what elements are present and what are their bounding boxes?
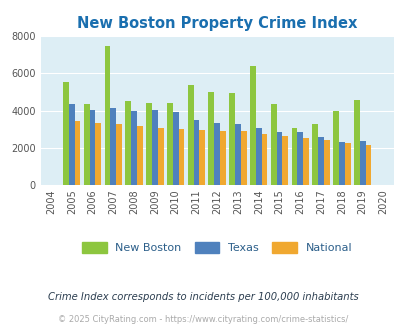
Bar xyxy=(323,140,329,185)
Bar xyxy=(214,123,220,185)
Bar xyxy=(199,130,205,185)
Bar xyxy=(146,103,151,185)
Bar xyxy=(104,46,110,185)
Bar xyxy=(344,143,350,185)
Bar xyxy=(240,131,246,185)
Bar xyxy=(172,113,178,185)
Bar xyxy=(75,121,80,185)
Bar xyxy=(255,128,261,185)
Bar xyxy=(276,132,282,185)
Bar xyxy=(229,93,234,185)
Bar xyxy=(158,128,163,185)
Legend: New Boston, Texas, National: New Boston, Texas, National xyxy=(77,238,356,258)
Bar xyxy=(297,132,303,185)
Bar xyxy=(131,111,136,185)
Bar xyxy=(166,104,172,185)
Bar xyxy=(338,142,344,185)
Bar xyxy=(311,123,318,185)
Bar xyxy=(249,66,255,185)
Bar xyxy=(90,110,95,185)
Text: Crime Index corresponds to incidents per 100,000 inhabitants: Crime Index corresponds to incidents per… xyxy=(47,292,358,302)
Bar xyxy=(63,82,69,185)
Bar xyxy=(353,100,359,185)
Bar xyxy=(234,124,240,185)
Bar xyxy=(69,104,75,185)
Bar xyxy=(83,104,90,185)
Text: © 2025 CityRating.com - https://www.cityrating.com/crime-statistics/: © 2025 CityRating.com - https://www.city… xyxy=(58,315,347,324)
Bar xyxy=(193,120,199,185)
Bar xyxy=(110,108,116,185)
Bar xyxy=(291,128,297,185)
Bar xyxy=(187,85,193,185)
Bar xyxy=(178,129,184,185)
Bar xyxy=(136,126,143,185)
Bar xyxy=(220,131,225,185)
Bar xyxy=(282,136,288,185)
Bar xyxy=(303,138,308,185)
Bar xyxy=(270,104,276,185)
Bar xyxy=(125,101,131,185)
Bar xyxy=(364,146,371,185)
Bar xyxy=(208,92,214,185)
Title: New Boston Property Crime Index: New Boston Property Crime Index xyxy=(77,16,356,31)
Bar xyxy=(116,124,122,185)
Bar xyxy=(318,137,323,185)
Bar xyxy=(95,123,101,185)
Bar xyxy=(359,141,364,185)
Bar xyxy=(261,134,267,185)
Bar xyxy=(333,112,338,185)
Bar xyxy=(151,110,158,185)
